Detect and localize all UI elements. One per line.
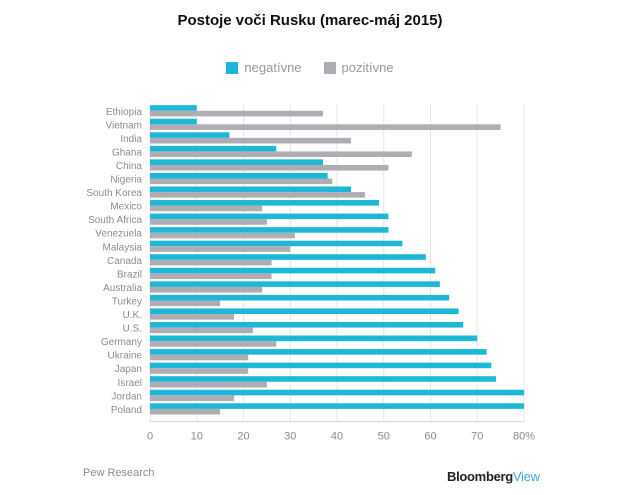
bar-negative (150, 403, 524, 409)
source-note: Pew Research (83, 467, 155, 479)
bar-negative (150, 362, 492, 369)
bar-negative (150, 321, 464, 328)
bar-positive (150, 395, 235, 401)
bar-negative (150, 308, 459, 315)
legend-swatch-positive (323, 61, 336, 74)
category-label: Venezuela (95, 229, 142, 240)
category-label: Ghana (112, 147, 142, 158)
bar-negative (150, 335, 478, 342)
brand-main: Bloomberg (447, 469, 513, 484)
chart-title: Postoje voči Rusku (marec-máj 2015) (177, 12, 443, 29)
category-label: Vietnam (105, 120, 142, 131)
category-label: Nigeria (110, 175, 142, 186)
category-label: Mexico (110, 202, 142, 213)
category-label: Malaysia (103, 242, 143, 253)
legend-item-negative: negatívne (226, 60, 302, 75)
brand-logo: BloombergView (447, 469, 540, 484)
bar-negative (150, 349, 487, 355)
bar-positive (150, 368, 249, 374)
bar-negative (150, 118, 197, 125)
bar-negative (150, 186, 352, 193)
bar-positive (150, 300, 221, 307)
category-label: Germany (101, 337, 142, 348)
bar-negative (150, 213, 389, 220)
bar-positive (150, 151, 412, 158)
bar-positive (150, 219, 267, 225)
category-label: South Africa (88, 215, 142, 226)
bar-negative (150, 172, 328, 179)
bar-negative (150, 145, 277, 152)
bar-positive (150, 327, 253, 334)
category-label: Brazil (117, 269, 142, 280)
bar-negative (150, 159, 323, 165)
bar-negative (150, 132, 230, 138)
category-label: South Korea (86, 188, 142, 199)
legend-label-negative: negatívne (244, 60, 302, 75)
bar-positive (150, 205, 263, 212)
bar-positive (150, 286, 263, 293)
category-label: Turkey (112, 296, 142, 307)
x-tick-label: 60 (424, 431, 436, 443)
x-tick-label: 0 (147, 431, 153, 443)
category-label: U.S. (123, 324, 142, 335)
legend: negatívne pozitívne (0, 60, 620, 75)
bar-positive (150, 110, 323, 117)
bar-positive (150, 246, 291, 252)
x-tick-label: 10 (191, 431, 203, 443)
bar-negative (150, 254, 426, 260)
bar-positive (150, 192, 366, 198)
bar-negative (150, 267, 436, 274)
legend-swatch-negative (226, 61, 239, 74)
bar-positive (150, 232, 295, 239)
category-label: Israel (118, 378, 142, 389)
bar-negative (150, 294, 450, 301)
bar-negative (150, 389, 524, 396)
bar-positive (150, 137, 352, 144)
category-label: Poland (111, 405, 142, 416)
x-tick-label: 40 (331, 431, 343, 443)
legend-item-positive: pozitívne (323, 60, 394, 75)
bar-negative (150, 240, 403, 247)
bar-negative (150, 281, 440, 287)
category-label: Japan (115, 364, 142, 375)
category-label: India (120, 134, 142, 145)
bar-negative (150, 227, 389, 233)
x-tick-label: 80% (513, 431, 535, 443)
bar-negative (150, 200, 380, 206)
bar-positive (150, 354, 249, 361)
bar-negative (150, 376, 496, 382)
category-label: Ethiopia (106, 107, 143, 118)
bar-positive (150, 381, 267, 388)
bar-positive (150, 124, 501, 130)
bar-positive (150, 314, 235, 320)
bar-negative (150, 105, 197, 111)
category-label: Canada (107, 256, 142, 267)
bar-positive (150, 164, 389, 171)
x-tick-label: 20 (237, 431, 249, 443)
category-label: China (116, 161, 143, 172)
category-label: Ukraine (108, 351, 143, 362)
bar-positive (150, 341, 277, 347)
bar-positive (150, 178, 333, 185)
category-label: Australia (103, 283, 142, 294)
brand-sub: View (512, 469, 540, 484)
bar-positive (150, 408, 221, 415)
bar-positive (150, 259, 272, 266)
x-tick-label: 70 (471, 431, 483, 443)
category-label: U.K. (123, 310, 142, 321)
legend-label-positive: pozitívne (341, 60, 394, 75)
category-label: Jordan (111, 391, 142, 402)
x-tick-label: 50 (378, 431, 390, 443)
x-tick-label: 30 (284, 431, 296, 443)
bar-positive (150, 273, 272, 279)
